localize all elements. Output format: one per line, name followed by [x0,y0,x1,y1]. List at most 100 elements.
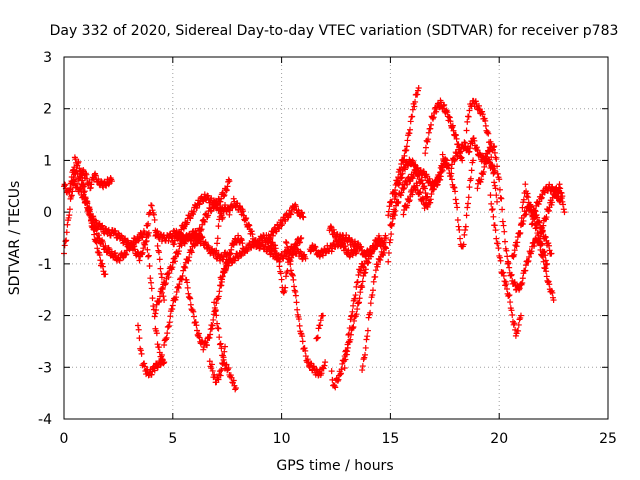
data-point [297,249,304,256]
data-point [356,299,363,306]
data-point [87,184,94,191]
data-point [468,167,475,174]
data-point [543,261,550,268]
data-point [538,195,545,202]
data-point [388,231,395,238]
data-point [386,239,393,246]
data-point [81,183,88,190]
data-point [74,160,81,167]
data-point [516,230,523,237]
data-point [195,330,202,337]
data-point [168,235,175,242]
data-point [406,126,413,133]
data-point [145,252,152,259]
data-point [242,216,249,223]
data-point [190,308,197,315]
data-point [362,269,369,276]
data-point [449,124,456,131]
data-point [205,212,212,219]
data-point [423,194,430,201]
data-point [64,221,71,228]
data-point [145,220,152,227]
data-point [361,354,368,361]
data-point [382,244,389,251]
data-point [490,213,497,220]
y-tick-label: -1 [38,257,52,273]
data-point [496,176,503,183]
data-point [359,363,366,370]
data-point [550,297,557,304]
data-point [499,206,506,213]
data-point [531,207,538,214]
data-point [210,316,217,323]
data-point [503,285,510,292]
data-point [465,200,472,207]
data-point [522,262,529,269]
data-point [298,235,305,241]
data-point [501,228,508,235]
data-point [304,356,311,363]
data-point [477,178,484,185]
data-point [451,184,458,191]
data-point [409,113,416,120]
data-point [409,157,416,164]
data-point [466,107,473,114]
data-point [238,251,245,258]
x-tick-label: 5 [168,431,177,447]
data-point [345,331,352,338]
data-point [414,91,421,98]
data-point [439,151,446,158]
data-point [93,239,100,246]
data-point [409,106,416,113]
data-point [509,312,516,319]
data-point [557,185,564,192]
data-point [545,242,552,249]
data-point [466,184,473,191]
data-point [312,244,319,251]
data-point [75,158,82,165]
data-point [334,377,341,384]
data-point [307,248,314,255]
data-point [72,156,79,163]
data-point [430,183,437,190]
data-point [327,223,334,230]
data-point [96,251,103,258]
data-point [171,241,178,248]
series-arc5 [134,322,168,379]
data-point [515,321,522,328]
data-point [156,293,163,300]
data-point [505,260,512,267]
data-point [216,213,223,220]
data-point [434,178,441,185]
data-point [500,269,507,276]
data-point [214,240,221,247]
data-point [380,249,387,256]
data-point [502,238,509,245]
data-point [424,193,431,200]
data-point [142,238,149,245]
data-point [218,282,225,289]
data-point [222,343,229,350]
data-point [201,218,208,225]
data-point [343,351,350,358]
data-point [116,257,123,264]
data-point [385,249,392,256]
data-point [351,317,358,324]
data-point [319,252,326,259]
x-tick-label: 15 [381,431,399,447]
data-point [91,171,98,178]
data-point [489,206,496,213]
data-point [485,130,492,137]
data-point [394,200,401,207]
data-point [486,148,493,155]
data-point [274,256,281,263]
data-point [321,362,328,369]
data-point [161,341,168,348]
data-point [291,287,298,294]
data-point [186,254,193,261]
data-point [552,193,559,200]
data-point [302,255,309,262]
data-point [134,322,141,329]
data-point [228,246,235,253]
data-point [540,222,547,229]
